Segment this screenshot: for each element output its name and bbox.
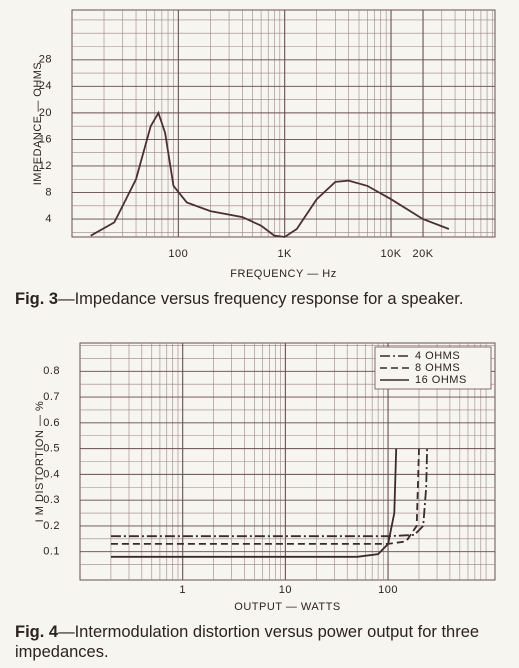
y-tick-label: 24 bbox=[39, 80, 52, 92]
x-tick-label: 100 bbox=[168, 248, 188, 260]
y-tick-label: 0.6 bbox=[43, 417, 60, 429]
y-axis-label: IMPEDANCE — OHMS bbox=[32, 62, 44, 186]
y-tick-label: 0.8 bbox=[43, 365, 60, 377]
caption-text: —Intermodulation distortion versus power… bbox=[15, 623, 480, 661]
x-tick-label: 10K bbox=[380, 248, 401, 260]
data-line bbox=[110, 448, 420, 545]
y-axis-label: I M DISTORTION — % bbox=[34, 401, 46, 523]
x-tick-label: 1K bbox=[277, 248, 292, 260]
y-tick-label: 28 bbox=[39, 54, 52, 66]
y-tick-label: 0.5 bbox=[43, 443, 60, 455]
legend-label: 4 OHMS bbox=[415, 350, 460, 362]
y-tick-label: 4 bbox=[45, 213, 52, 225]
x-axis-label: OUTPUT — WATTS bbox=[234, 601, 340, 613]
x-tick-label: 1 bbox=[179, 584, 186, 596]
legend-label: 16 OHMS bbox=[415, 374, 467, 386]
x-tick-label: 100 bbox=[378, 584, 398, 596]
legend-label: 8 OHMS bbox=[415, 362, 460, 374]
data-line bbox=[90, 110, 450, 238]
y-tick-label: 0.4 bbox=[43, 468, 60, 480]
y-tick-label: 0.2 bbox=[43, 520, 60, 532]
y-tick-label: 16 bbox=[39, 133, 52, 145]
plot-area bbox=[71, 9, 496, 238]
x-axis-label: FREQUENCY — Hz bbox=[230, 268, 336, 280]
y-tick-label: 0.1 bbox=[43, 546, 60, 558]
caption-label: Fig. 4 bbox=[15, 623, 59, 641]
y-tick-label: 0.3 bbox=[43, 494, 60, 506]
y-tick-label: 8 bbox=[45, 186, 52, 198]
caption: Fig. 4—Intermodulation distortion versus… bbox=[15, 622, 515, 662]
caption: Fig. 3—Impedance versus frequency respon… bbox=[15, 289, 515, 309]
x-tick-label: 20K bbox=[412, 248, 433, 260]
data-line bbox=[110, 448, 428, 538]
x-tick-label: 10 bbox=[279, 584, 292, 596]
caption-label: Fig. 3 bbox=[15, 290, 59, 308]
y-tick-label: 20 bbox=[39, 107, 52, 119]
y-tick-label: 12 bbox=[39, 160, 52, 172]
caption-text: —Impedance versus frequency response for… bbox=[58, 290, 464, 308]
y-tick-label: 0.7 bbox=[43, 391, 60, 403]
data-line bbox=[110, 448, 398, 558]
